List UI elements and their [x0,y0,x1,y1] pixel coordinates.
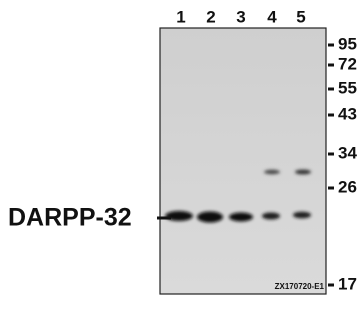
lane-label: 4 [267,7,277,26]
band [293,212,311,219]
marker-label: 55 [338,78,357,97]
lane-label: 5 [296,7,305,26]
marker-label: 43 [338,104,357,123]
band [262,213,280,220]
blot-code: ZX170720-E1 [275,282,325,291]
marker-label: 34 [338,143,357,162]
band [229,213,253,222]
band [264,170,280,174]
lane-label: 1 [176,7,185,26]
band [295,170,311,175]
marker-label: 95 [338,34,357,53]
marker-label: 17 [338,274,357,293]
band [197,212,223,223]
lane-label: 2 [206,7,215,26]
protein-label: DARPP-32 [8,204,132,232]
marker-label: 72 [338,54,357,73]
blot-membrane [160,28,326,294]
western-blot-figure: 12345 95725543342617 DARPP-32 ZX170720-E… [0,0,363,319]
marker-label: 26 [338,177,357,196]
lane-label: 3 [236,7,245,26]
